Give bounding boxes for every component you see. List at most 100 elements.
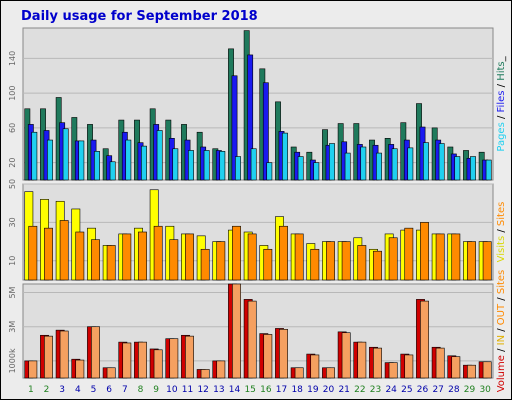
- bar-out-day-25: [404, 354, 414, 379]
- x-tick-label-day-4: 4: [75, 385, 81, 395]
- bar-pages-day-25: [407, 147, 414, 181]
- bar-out-day-22: [357, 341, 367, 379]
- bar-pages-day-3: [62, 128, 69, 181]
- panel-hits: 20 60 100 140 Pages / Files / Hits_: [8, 27, 507, 181]
- legend-segment: /: [496, 81, 507, 91]
- bar-pages-day-9: [156, 130, 163, 181]
- legend-segment: /: [496, 226, 507, 236]
- bar-out-day-28: [451, 356, 461, 379]
- legend-visits: Visits / Sites: [496, 202, 507, 263]
- bar-sites-day-7: [122, 233, 132, 281]
- x-tick-label-day-24: 24: [385, 385, 397, 395]
- bar-pages-day-23: [376, 152, 382, 181]
- bar-sites-day-30: [482, 241, 492, 281]
- bar-sites-day-15: [247, 233, 257, 281]
- bar-sites-day-17: [279, 225, 288, 281]
- bar-out-day-26: [420, 300, 429, 379]
- x-tick-label-day-1: 1: [28, 385, 34, 395]
- bar-sites-day-6: [106, 245, 116, 281]
- panel-background: [22, 27, 494, 181]
- bar-sites-day-27: [435, 233, 445, 281]
- bar-out-day-9: [153, 349, 163, 379]
- x-tick-label-day-27: 27: [432, 385, 443, 395]
- bar-sites-day-29: [467, 241, 476, 281]
- legend-segment: Sites: [496, 270, 507, 294]
- x-tick-label-day-22: 22: [354, 385, 365, 395]
- x-tick-label-day-11: 11: [182, 385, 193, 395]
- x-tick-label-day-7: 7: [122, 385, 128, 395]
- y-tick-label: 10: [8, 256, 17, 266]
- legend-segment: /: [496, 112, 507, 122]
- y-tick-label: 1000k: [8, 348, 17, 373]
- bar-pages-day-22: [360, 146, 367, 181]
- x-tick-label-day-9: 9: [153, 385, 159, 395]
- bar-pages-day-8: [141, 145, 147, 181]
- legend-segment: /: [496, 294, 507, 304]
- bar-out-day-20: [326, 367, 335, 379]
- bar-pages-day-6: [109, 161, 116, 181]
- bar-pages-day-15: [250, 148, 257, 181]
- bar-pages-day-7: [125, 139, 132, 181]
- bar-sites-day-3: [59, 220, 69, 281]
- bar-sites-day-16: [263, 248, 273, 281]
- bar-out-day-2: [44, 335, 53, 379]
- legend-volume: Volume / IN / OUT / Sites: [496, 270, 507, 393]
- bar-out-day-17: [279, 328, 288, 379]
- x-tick-label-day-13: 13: [213, 385, 224, 395]
- y-tick-label: 60: [8, 123, 17, 133]
- x-tick-label-day-28: 28: [448, 385, 460, 395]
- x-tick-label-day-18: 18: [291, 385, 303, 395]
- bar-pages-day-30: [485, 159, 492, 181]
- y-tick-label: 20: [8, 158, 17, 168]
- x-tick-label-day-14: 14: [229, 385, 241, 395]
- bar-sites-day-1: [28, 225, 38, 281]
- bar-pages-day-24: [391, 148, 398, 181]
- bar-out-day-21: [341, 332, 351, 379]
- x-tick-label-day-29: 29: [464, 385, 476, 395]
- bar-out-day-29: [467, 364, 476, 379]
- bar-sites-day-9: [153, 225, 163, 281]
- bar-files-day-16: [262, 82, 269, 181]
- y-tick-label: 3M: [8, 321, 17, 333]
- bar-pages-day-10: [172, 148, 179, 181]
- x-tick-label-day-15: 15: [244, 385, 255, 395]
- y-tick-label: 50: [8, 179, 17, 189]
- bar-out-day-5: [91, 326, 100, 379]
- bar-out-day-16: [263, 334, 273, 379]
- x-tick-label-day-19: 19: [307, 385, 319, 395]
- bar-files-day-15: [247, 54, 254, 181]
- panel-background: [22, 183, 494, 281]
- bar-sites-day-4: [75, 231, 85, 281]
- legend-segment: Files: [496, 91, 507, 113]
- bar-out-day-4: [75, 359, 85, 379]
- legend-segment: Sites: [496, 202, 507, 226]
- bar-sites-day-18: [294, 233, 304, 281]
- y-tick-label: 140: [8, 51, 17, 66]
- legend-segment: IN: [496, 335, 507, 345]
- bar-sites-day-22: [357, 245, 367, 281]
- x-tick-label-day-30: 30: [479, 385, 491, 395]
- bar-sites-day-26: [420, 222, 429, 281]
- bar-out-day-3: [59, 330, 69, 379]
- bar-out-day-12: [200, 369, 210, 379]
- panel-background: [22, 283, 494, 379]
- bar-pages-day-17: [282, 132, 288, 181]
- chart-title: Daily usage for September 2018: [21, 9, 258, 24]
- bar-sites-day-21: [341, 241, 351, 281]
- bar-out-day-13: [216, 360, 226, 379]
- x-tick-label-day-20: 20: [323, 385, 335, 395]
- bar-sites-day-2: [44, 227, 53, 281]
- legend-segment: Visits: [496, 236, 507, 263]
- bar-pages-day-26: [423, 142, 429, 181]
- bar-out-day-19: [310, 354, 320, 379]
- panel-volume: 1000k 3M 5M Volume / IN / OUT / Sites: [8, 270, 507, 393]
- bar-pages-day-21: [344, 152, 351, 181]
- bar-sites-day-19: [310, 248, 320, 281]
- bar-out-day-1: [28, 360, 38, 379]
- bar-pages-day-2: [47, 139, 53, 181]
- legend-segment: OUT: [496, 303, 507, 325]
- bar-pages-day-29: [470, 156, 476, 181]
- bar-out-day-18: [294, 367, 304, 379]
- bar-pages-day-12: [203, 150, 210, 181]
